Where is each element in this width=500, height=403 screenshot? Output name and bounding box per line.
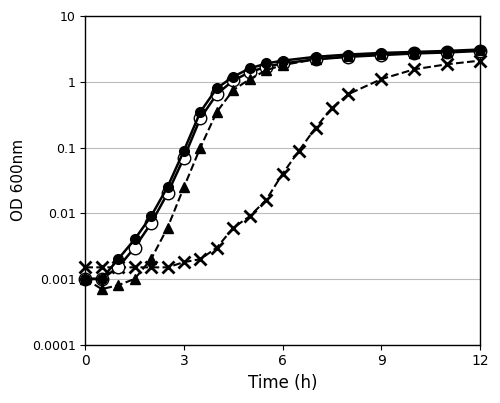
DeltaYQ dashed filled triangle xyxy=(230,87,236,92)
yqgA+ solid filled circle xyxy=(312,54,318,59)
YQGAd dashed x xyxy=(132,265,138,270)
YQGAd dashed x xyxy=(263,197,269,202)
yqgA+ solid open circle xyxy=(164,191,170,196)
YQGAd dashed x xyxy=(346,92,352,97)
yqgA+ solid open circle xyxy=(148,221,154,226)
yqgA+ solid open circle xyxy=(477,48,483,53)
YQGAd dashed x xyxy=(329,106,335,110)
yqgA+ solid open circle xyxy=(115,265,121,270)
DeltaYQ dashed filled triangle xyxy=(378,52,384,56)
DeltaYQ dashed filled triangle xyxy=(444,50,450,54)
YQGAd dashed x xyxy=(82,265,88,270)
yqgA+ solid open circle xyxy=(230,78,236,83)
Line: yqgA+ solid filled circle: yqgA+ solid filled circle xyxy=(80,45,485,284)
YQGAd dashed x xyxy=(164,265,170,270)
yqgA+ solid open circle xyxy=(98,276,104,281)
DeltaYQ dashed filled triangle xyxy=(280,62,285,67)
YQGAd dashed x xyxy=(477,58,483,63)
Y-axis label: OD 600nm: OD 600nm xyxy=(11,139,26,221)
yqgA+ solid filled circle xyxy=(98,276,104,281)
yqgA+ solid filled circle xyxy=(148,214,154,219)
yqgA+ solid filled circle xyxy=(444,48,450,53)
DeltaYQ dashed filled triangle xyxy=(312,57,318,62)
Line: DeltaYQ dashed filled triangle: DeltaYQ dashed filled triangle xyxy=(80,46,485,294)
YQGAd dashed x xyxy=(214,245,220,250)
yqgA+ solid filled circle xyxy=(181,148,187,153)
yqgA+ solid filled circle xyxy=(477,47,483,52)
yqgA+ solid filled circle xyxy=(164,185,170,189)
yqgA+ solid open circle xyxy=(280,61,285,66)
YQGAd dashed x xyxy=(198,257,203,262)
yqgA+ solid open circle xyxy=(214,92,220,97)
YQGAd dashed x xyxy=(247,214,253,219)
yqgA+ solid filled circle xyxy=(412,50,418,54)
yqgA+ solid open circle xyxy=(132,245,138,250)
YQGAd dashed x xyxy=(115,265,121,270)
yqgA+ solid filled circle xyxy=(230,74,236,79)
YQGAd dashed x xyxy=(378,77,384,81)
YQGAd dashed x xyxy=(148,265,154,270)
DeltaYQ dashed filled triangle xyxy=(346,54,352,59)
YQGAd dashed x xyxy=(296,148,302,153)
yqgA+ solid filled circle xyxy=(132,237,138,242)
YQGAd dashed x xyxy=(444,62,450,66)
DeltaYQ dashed filled triangle xyxy=(82,276,88,281)
yqgA+ solid filled circle xyxy=(280,58,285,63)
yqgA+ solid filled circle xyxy=(247,66,253,71)
YQGAd dashed x xyxy=(98,265,104,270)
YQGAd dashed x xyxy=(412,67,418,72)
DeltaYQ dashed filled triangle xyxy=(477,48,483,53)
yqgA+ solid open circle xyxy=(198,116,203,120)
yqgA+ solid filled circle xyxy=(198,109,203,114)
yqgA+ solid filled circle xyxy=(82,276,88,281)
YQGAd dashed x xyxy=(312,125,318,130)
yqgA+ solid open circle xyxy=(444,50,450,55)
yqgA+ solid filled circle xyxy=(346,52,352,57)
yqgA+ solid open circle xyxy=(247,70,253,75)
DeltaYQ dashed filled triangle xyxy=(181,185,187,189)
yqgA+ solid filled circle xyxy=(214,86,220,91)
Line: yqgA+ solid open circle: yqgA+ solid open circle xyxy=(79,45,486,285)
DeltaYQ dashed filled triangle xyxy=(198,145,203,150)
YQGAd dashed x xyxy=(230,225,236,230)
DeltaYQ dashed filled triangle xyxy=(132,276,138,281)
DeltaYQ dashed filled triangle xyxy=(115,283,121,288)
yqgA+ solid open circle xyxy=(378,53,384,58)
yqgA+ solid filled circle xyxy=(115,257,121,262)
DeltaYQ dashed filled triangle xyxy=(148,257,154,262)
DeltaYQ dashed filled triangle xyxy=(214,109,220,114)
YQGAd dashed x xyxy=(280,171,285,176)
yqgA+ solid open circle xyxy=(412,51,418,56)
yqgA+ solid filled circle xyxy=(263,61,269,66)
yqgA+ solid open circle xyxy=(181,155,187,160)
DeltaYQ dashed filled triangle xyxy=(412,50,418,55)
yqgA+ solid open circle xyxy=(312,57,318,62)
Line: YQGAd dashed x: YQGAd dashed x xyxy=(80,55,486,273)
DeltaYQ dashed filled triangle xyxy=(263,68,269,73)
yqgA+ solid filled circle xyxy=(378,50,384,55)
yqgA+ solid open circle xyxy=(82,276,88,281)
yqgA+ solid open circle xyxy=(263,64,269,69)
DeltaYQ dashed filled triangle xyxy=(247,77,253,81)
X-axis label: Time (h): Time (h) xyxy=(248,374,318,392)
yqgA+ solid open circle xyxy=(346,54,352,59)
YQGAd dashed x xyxy=(181,260,187,264)
DeltaYQ dashed filled triangle xyxy=(98,287,104,291)
DeltaYQ dashed filled triangle xyxy=(164,225,170,230)
